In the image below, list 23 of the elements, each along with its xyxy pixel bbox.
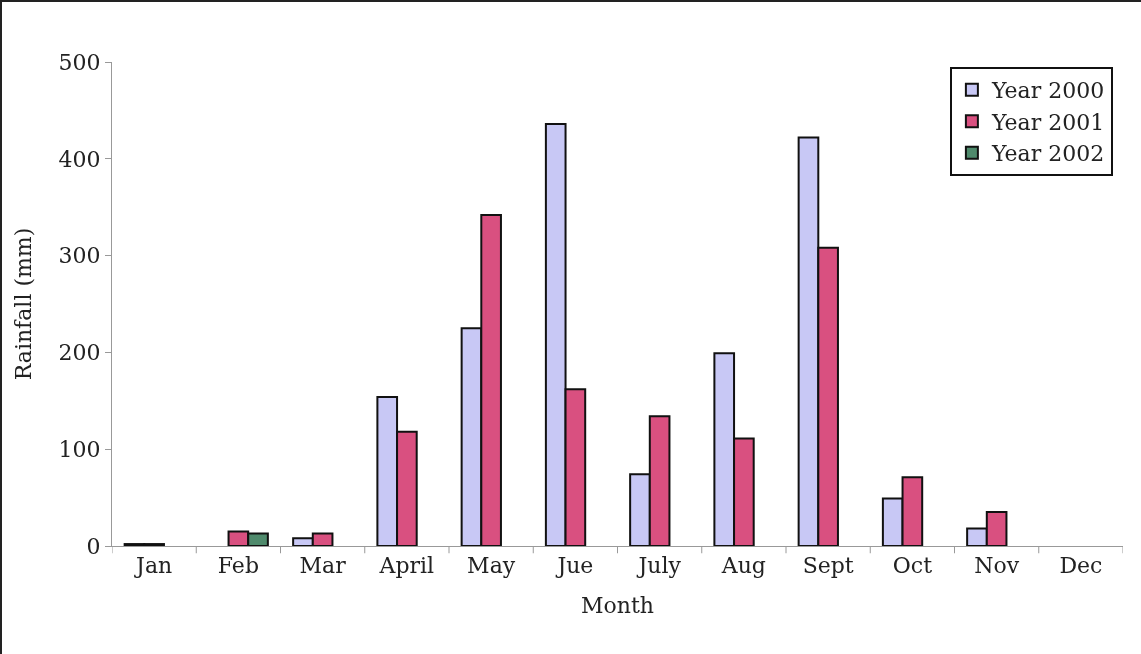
y-tick-label: 300 [58,243,101,269]
x-tick-label: Nov [974,553,1020,579]
x-tick-label: Oct [892,553,933,579]
x-tick-label: Jan [134,553,173,579]
y-axis-title: Rainfall (mm) [11,227,37,381]
legend-label: Year 2002 [990,141,1105,167]
legend-label: Year 2001 [990,109,1105,135]
y-tick-label: 400 [58,146,101,172]
legend-label: Year 2000 [990,78,1105,104]
x-tick-label: Sept [802,553,854,579]
x-tick-label: May [467,553,516,579]
y-tick-label: 500 [58,49,101,75]
x-tick-label: April [378,553,435,579]
x-tick-label: Dec [1059,553,1103,579]
y-tick-label: 0 [86,533,101,559]
x-axis-title: Month [581,593,654,619]
x-tick-label: Mar [299,553,347,579]
y-tick-label: 200 [58,340,101,366]
x-tick-label: Aug [720,553,766,579]
x-tick-label: July [636,553,682,579]
x-tick-label: Feb [217,553,259,579]
x-tick-label: Jue [555,553,594,579]
y-tick-label: 100 [58,436,101,462]
